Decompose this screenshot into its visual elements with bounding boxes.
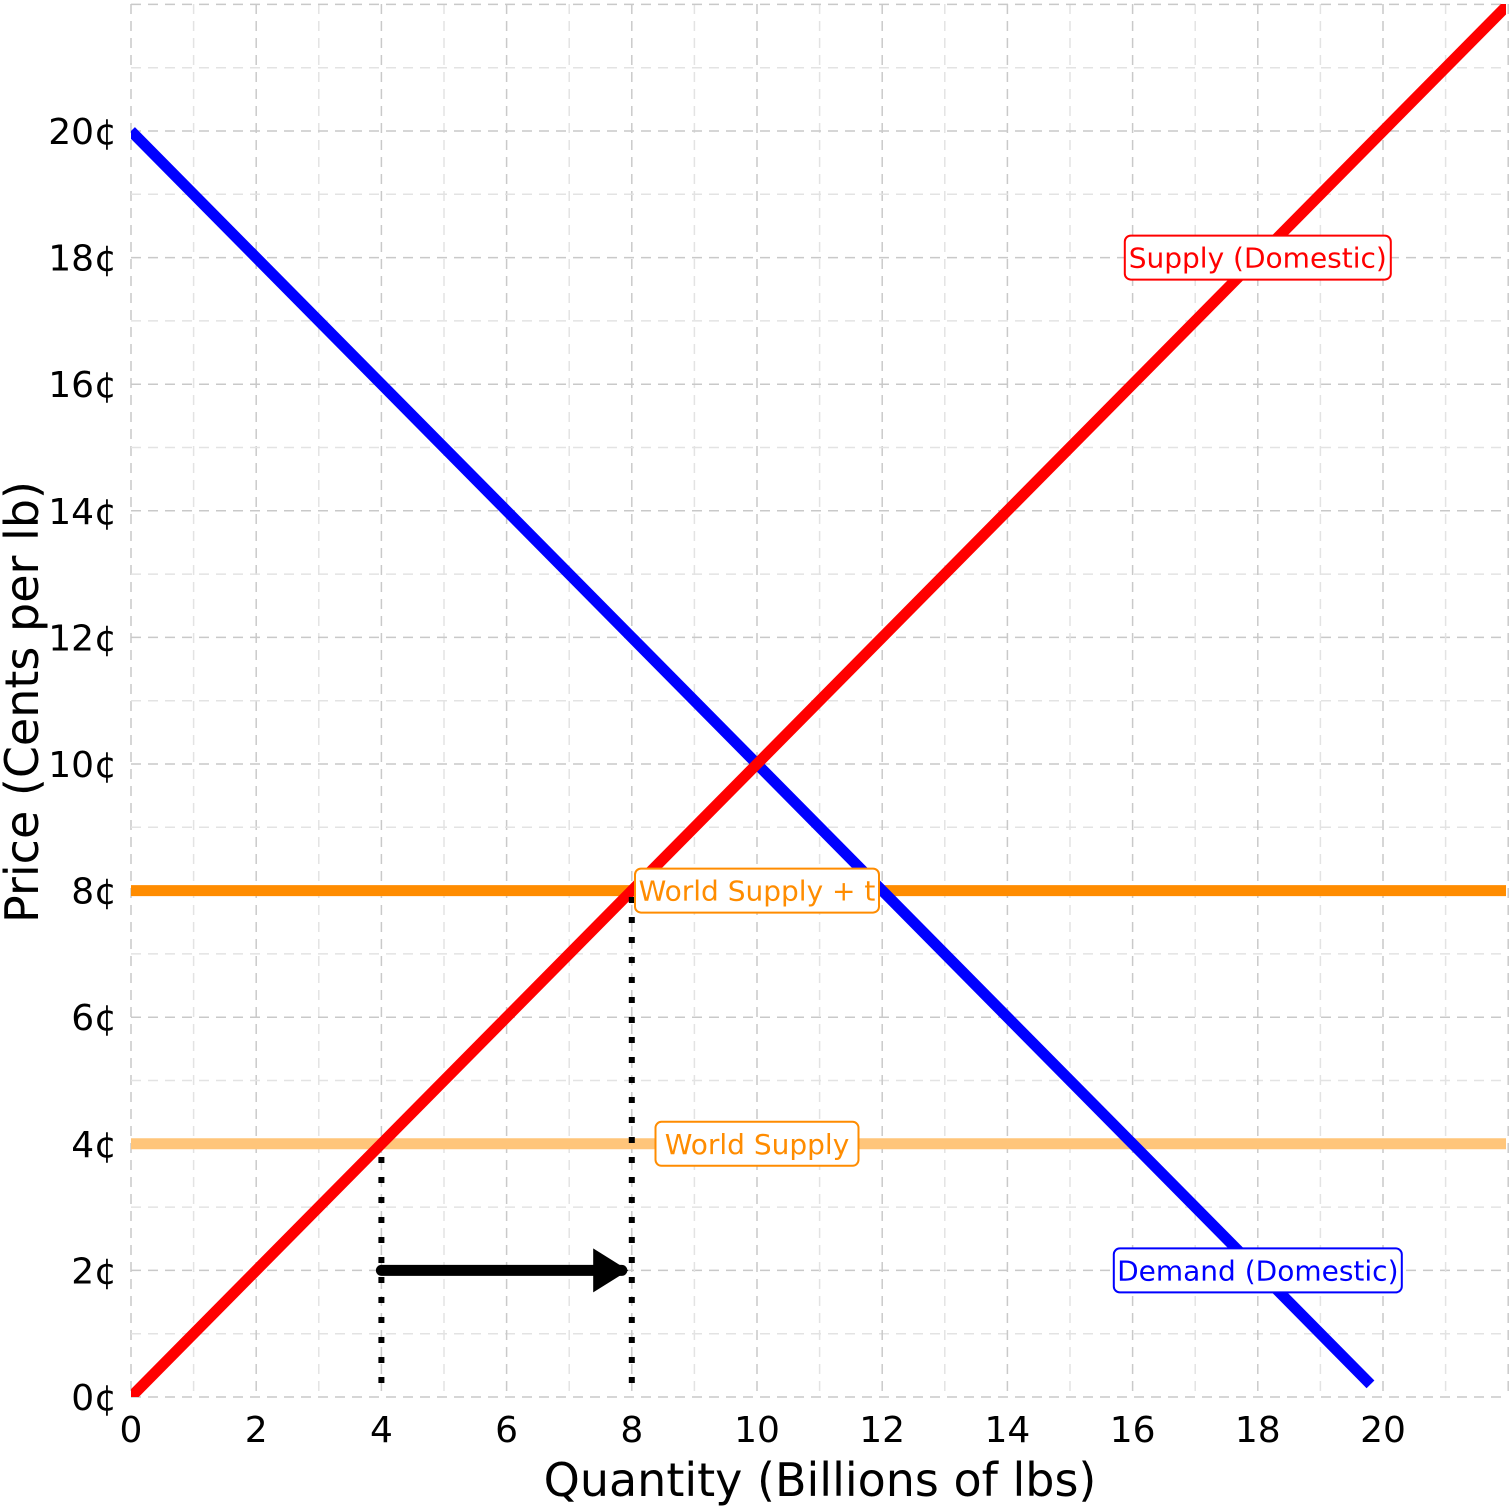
x-tick-label: 14 bbox=[984, 1410, 1030, 1451]
label-box bbox=[1123, 234, 1392, 281]
y-tick-label: 16¢ bbox=[48, 365, 117, 406]
series-labels: Supply (Domestic) Demand (Domestic) World … bbox=[634, 234, 1403, 1294]
x-tick-label: 0 bbox=[120, 1410, 143, 1451]
label-text: World Supply bbox=[665, 1128, 850, 1161]
tick-labels: 0 2 4 6 8 10 12 14 16 18 20 0¢ 2¢ 4¢ 6¢ 8¢ 10¢ 12¢ 14¢ 16¢ 1… bbox=[48, 112, 1406, 1451]
x-tick-label: 16 bbox=[1110, 1410, 1156, 1451]
y-tick-label: 2¢ bbox=[71, 1251, 117, 1292]
label-text: Supply (Domestic) bbox=[1129, 242, 1387, 275]
label-text: World Supply + t bbox=[639, 875, 876, 908]
world-supply-t-label: World Supply + t bbox=[634, 867, 880, 914]
x-tick-label: 12 bbox=[859, 1410, 905, 1451]
y-axis-title: Price (Cents per lb) bbox=[0, 481, 49, 923]
y-tick-label: 6¢ bbox=[71, 998, 117, 1039]
label-text: Demand (Domestic) bbox=[1117, 1254, 1398, 1287]
x-tick-label: 18 bbox=[1235, 1410, 1281, 1451]
x-tick-label: 20 bbox=[1360, 1410, 1406, 1451]
label-box bbox=[1112, 1247, 1403, 1294]
reference-lines bbox=[378, 890, 635, 1383]
x-tick-label: 6 bbox=[495, 1410, 518, 1451]
x-tick-label: 10 bbox=[734, 1410, 780, 1451]
label-box bbox=[654, 1120, 860, 1167]
y-tick-label: 20¢ bbox=[48, 112, 117, 153]
x-tick-label: 4 bbox=[370, 1410, 393, 1451]
x-tick-label: 2 bbox=[245, 1410, 268, 1451]
world-supply-label: World Supply bbox=[654, 1120, 860, 1167]
y-tick-label: 18¢ bbox=[48, 239, 117, 280]
label-box bbox=[634, 867, 880, 914]
y-tick-label: 8¢ bbox=[71, 872, 117, 913]
x-axis-title: Quantity (Billions of lbs) bbox=[544, 1453, 1097, 1507]
y-tick-label: 4¢ bbox=[71, 1125, 117, 1166]
x-tick-label: 8 bbox=[620, 1410, 643, 1451]
y-tick-label: 12¢ bbox=[48, 618, 117, 659]
demand-domestic-label: Demand (Domestic) bbox=[1112, 1247, 1403, 1294]
demand-domestic-line bbox=[131, 127, 1375, 1389]
supply-domestic-label: Supply (Domestic) bbox=[1123, 234, 1392, 281]
y-tick-label: 10¢ bbox=[48, 745, 117, 786]
y-tick-label: 14¢ bbox=[48, 492, 117, 533]
y-tick-label: 0¢ bbox=[71, 1378, 117, 1419]
